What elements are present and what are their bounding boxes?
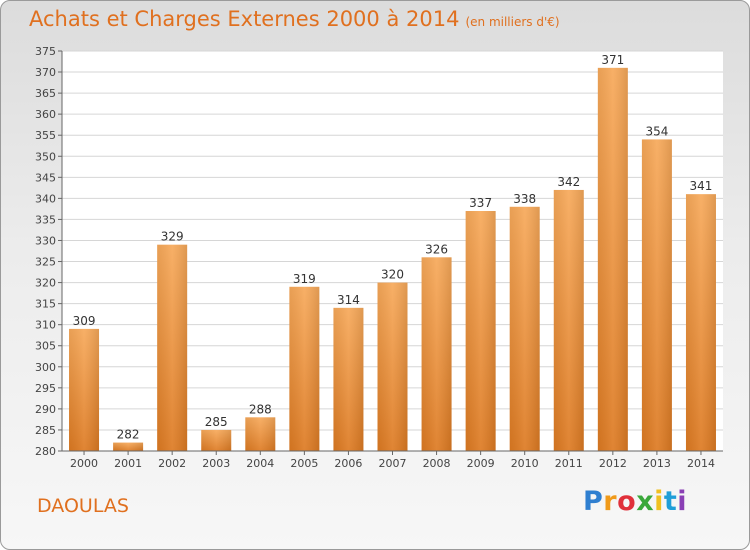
bar-value-label: 282	[117, 428, 140, 442]
bar-shading	[597, 67, 628, 451]
bar-value-label: 341	[690, 179, 713, 193]
y-tick-label: 305	[35, 340, 56, 353]
bar-shading	[465, 211, 496, 451]
y-tick-label: 375	[35, 45, 56, 58]
x-tick-label: 2002	[158, 457, 186, 470]
bar-shading	[289, 286, 320, 451]
chart-title-text: Achats et Charges Externes 2000 à 2014	[29, 7, 460, 31]
chart-unit: (en milliers d'€)	[465, 15, 560, 29]
x-tick-label: 2005	[290, 457, 318, 470]
bar-shading	[377, 282, 408, 451]
bar-shading	[113, 442, 144, 451]
bar-shading	[245, 417, 276, 451]
x-tick-label: 2012	[599, 457, 627, 470]
x-tick-label: 2007	[379, 457, 407, 470]
y-tick-label: 280	[35, 445, 56, 458]
y-tick-label: 285	[35, 424, 56, 437]
bar-shading	[685, 194, 716, 451]
bar-value-label: 320	[381, 268, 404, 282]
bar-value-label: 319	[293, 272, 316, 286]
y-tick-label: 360	[35, 108, 56, 121]
x-tick-label: 2011	[555, 457, 583, 470]
bar-value-label: 288	[249, 402, 272, 416]
y-tick-label: 320	[35, 277, 56, 290]
bar-shading	[333, 307, 364, 451]
x-tick-label: 2014	[687, 457, 715, 470]
x-axis: 2000 2001 2002 2003 2004 2005 2006 2007 2008 2009…	[62, 450, 723, 470]
y-tick-label: 370	[35, 66, 56, 79]
x-tick-label: 2006	[334, 457, 362, 470]
bar-value-label: 326	[425, 242, 448, 256]
y-tick-label: 315	[35, 298, 56, 311]
bar-value-label: 342	[557, 175, 580, 189]
x-tick-label: 2010	[511, 457, 539, 470]
y-axis: 280 285 290 295 300 305 310 315 320 325 330 335 340 3…	[35, 45, 63, 458]
y-tick-label: 355	[35, 129, 56, 142]
commune-name: DAOULAS	[37, 495, 129, 517]
bar-shading	[69, 328, 100, 451]
bar-shading	[421, 257, 452, 451]
x-tick-label: 2001	[114, 457, 142, 470]
bar-value-label: 314	[337, 293, 360, 307]
y-tick-label: 365	[35, 87, 56, 100]
bar-value-label: 329	[161, 230, 184, 244]
x-tick-label: 2000	[70, 457, 98, 470]
x-tick-label: 2004	[246, 457, 274, 470]
bar-shading	[553, 189, 584, 451]
y-tick-label: 310	[35, 319, 56, 332]
bar-shading	[201, 429, 232, 451]
x-tick-label: 2013	[643, 457, 671, 470]
y-tick-label: 290	[35, 403, 56, 416]
y-tick-label: 300	[35, 361, 56, 374]
x-tick-label: 2003	[202, 457, 230, 470]
chart-title: Achats et Charges Externes 2000 à 2014 (e…	[29, 7, 560, 31]
proxiti-logo[interactable]: Proxiti	[583, 486, 688, 517]
bar-value-label: 338	[513, 192, 536, 206]
bar-shading	[641, 139, 672, 451]
bar-value-label: 337	[469, 196, 492, 210]
y-tick-label: 345	[35, 171, 56, 184]
y-tick-label: 295	[35, 382, 56, 395]
bar-value-label: 309	[73, 314, 96, 328]
bar-value-label: 371	[601, 53, 624, 67]
y-tick-label: 340	[35, 192, 56, 205]
y-tick-label: 350	[35, 150, 56, 163]
bar-shading	[157, 244, 188, 451]
y-tick-label: 335	[35, 213, 56, 226]
bars: 309 282 329 285 288 319 314 320 326 337 338 342 371 3…	[69, 53, 716, 451]
bar-value-label: 354	[645, 124, 668, 138]
bar-value-label: 285	[205, 415, 228, 429]
y-tick-label: 330	[35, 234, 56, 247]
bar-shading	[509, 206, 540, 451]
x-tick-label: 2009	[467, 457, 495, 470]
y-tick-label: 325	[35, 256, 56, 269]
x-tick-label: 2008	[423, 457, 451, 470]
